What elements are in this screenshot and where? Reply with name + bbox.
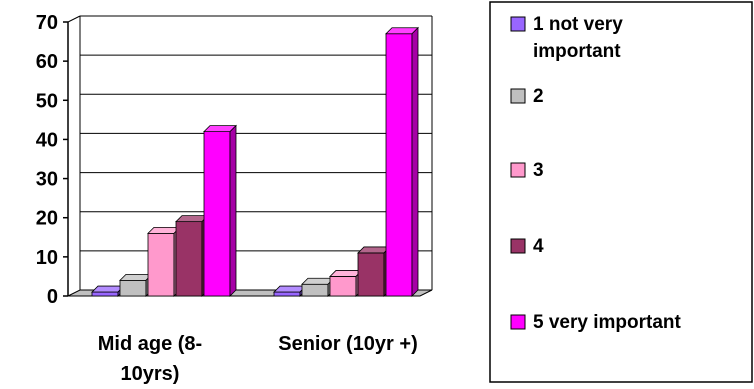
bar-front <box>329 276 357 297</box>
legend-label: 3 <box>533 160 544 181</box>
y-tick-label: 70 <box>36 12 58 34</box>
y-tick-label: 50 <box>36 90 58 112</box>
y-tick-label: 40 <box>36 129 58 151</box>
legend-label: 2 <box>533 86 544 107</box>
bar-front <box>147 232 175 297</box>
bar <box>203 124 237 297</box>
bar-front <box>175 221 203 297</box>
bar-front <box>385 33 413 297</box>
legend-swatch <box>510 238 526 254</box>
legend-swatch <box>510 162 526 178</box>
bar-front <box>119 279 147 297</box>
y-tick-label: 30 <box>36 169 58 191</box>
bar <box>385 26 419 297</box>
y-tick-label: 0 <box>47 286 58 308</box>
bar <box>147 226 181 297</box>
side-wall-edge <box>67 15 81 23</box>
bar <box>91 285 125 297</box>
bar-front <box>203 131 231 297</box>
y-tick-label: 60 <box>36 51 58 73</box>
y-tick-label: 10 <box>36 247 58 269</box>
bar-front <box>301 283 329 297</box>
bar-front <box>91 291 119 297</box>
legend-label: 5 very important <box>533 312 681 333</box>
bar <box>357 245 391 297</box>
x-category-label: Mid age (8-10yrs) <box>98 333 202 385</box>
x-category-label: Senior (10yr +) <box>278 333 418 355</box>
legend-swatch <box>510 88 526 104</box>
legend: 1 not very important 2 3 4 5 very important <box>489 1 753 383</box>
legend-item: 2 <box>510 86 544 107</box>
legend-label: 1 not very important <box>533 14 623 62</box>
bar <box>301 277 335 297</box>
bar <box>329 269 363 297</box>
legend-box <box>489 1 753 383</box>
bar <box>273 285 307 297</box>
legend-label: 4 <box>533 236 544 257</box>
legend-swatch <box>510 314 526 330</box>
legend-item: 4 <box>510 236 544 257</box>
bar-front <box>273 291 301 297</box>
bar <box>175 214 209 297</box>
bar <box>119 273 153 297</box>
bars <box>91 26 419 297</box>
legend-item: 3 <box>510 160 544 181</box>
bar-front <box>357 252 385 297</box>
legend-item: 1 not very important <box>510 14 623 62</box>
y-tick-label: 20 <box>36 208 58 230</box>
legend-swatch <box>510 16 526 32</box>
legend-item: 5 very important <box>510 312 681 333</box>
bar-side <box>411 26 419 297</box>
bar-side <box>229 124 237 297</box>
